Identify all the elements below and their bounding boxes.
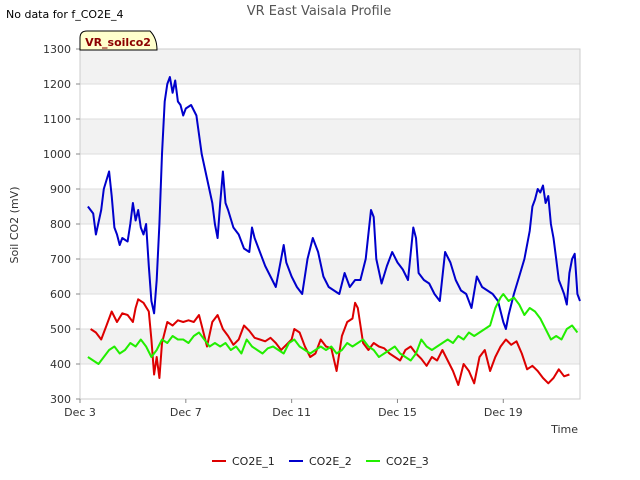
legend-label: CO2E_3 [386, 455, 429, 468]
y-axis-ticks: 300 400 500 600 700 800 900 1000 1100 1200 1300 [43, 43, 80, 406]
legend-label: CO2E_1 [232, 455, 275, 468]
y-tick-label: 800 [50, 218, 71, 231]
no-data-note: No data for f_CO2E_4 [6, 8, 124, 21]
y-tick-label: 300 [50, 393, 71, 406]
background-band [80, 119, 580, 154]
background-bands [80, 49, 580, 364]
x-tick-label: Dec 3 [64, 406, 96, 419]
background-band [80, 189, 580, 224]
background-band [80, 49, 580, 84]
legend-label: CO2E_2 [309, 455, 352, 468]
y-tick-label: 700 [50, 253, 71, 266]
y-tick-label: 400 [50, 358, 71, 371]
badge-label: VR_soilco2 [85, 36, 151, 49]
x-axis-ticks: Dec 3 Dec 7 Dec 11 Dec 15 Dec 19 [64, 399, 523, 419]
series-line-co2e-3 [87, 293, 579, 365]
x-tick-label: Dec 19 [484, 406, 523, 419]
y-tick-label: 1300 [43, 43, 71, 56]
legend: CO2E_1 CO2E_2 CO2E_3 [212, 455, 429, 468]
x-tick-label: Dec 15 [378, 406, 417, 419]
y-axis-title: Soil CO2 (mV) [8, 187, 21, 264]
series-layer [87, 76, 581, 386]
series-line-co2e-2 [87, 76, 581, 330]
x-tick-label: Dec 7 [170, 406, 202, 419]
y-tick-label: 1200 [43, 78, 71, 91]
badge: VR_soilco2 [79, 30, 158, 51]
x-tick-label: Dec 11 [272, 406, 311, 419]
chart-title: VR East Vaisala Profile [247, 4, 392, 19]
x-axis-title: Time [550, 423, 578, 436]
y-tick-label: 600 [50, 288, 71, 301]
series-line-co2e-1 [90, 298, 570, 386]
y-tick-label: 1000 [43, 148, 71, 161]
y-tick-label: 1100 [43, 113, 71, 126]
y-tick-label: 500 [50, 323, 71, 336]
y-tick-label: 900 [50, 183, 71, 196]
